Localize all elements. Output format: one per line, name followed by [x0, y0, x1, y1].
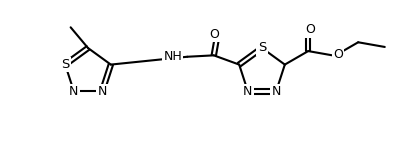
Text: O: O [304, 23, 314, 36]
Text: NH: NH [163, 50, 182, 63]
Text: O: O [332, 48, 342, 61]
Text: N: N [243, 85, 252, 98]
Text: N: N [69, 85, 78, 98]
Text: N: N [271, 85, 280, 98]
Text: S: S [257, 41, 265, 54]
Text: S: S [61, 58, 69, 71]
Text: N: N [97, 85, 107, 98]
Text: O: O [209, 28, 219, 41]
